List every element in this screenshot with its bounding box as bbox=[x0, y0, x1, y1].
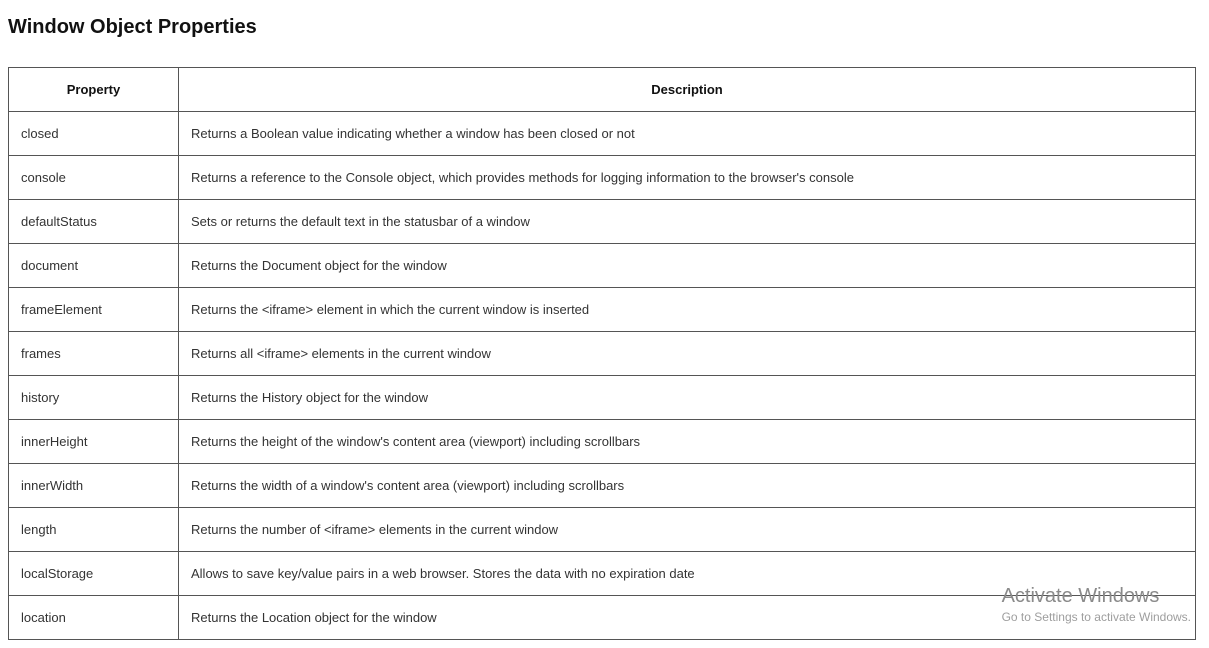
cell-property: closed bbox=[9, 112, 179, 156]
properties-table: Property Description closed Returns a Bo… bbox=[8, 67, 1196, 640]
table-row: frames Returns all <iframe> elements in … bbox=[9, 332, 1196, 376]
cell-property: innerWidth bbox=[9, 464, 179, 508]
table-row: closed Returns a Boolean value indicatin… bbox=[9, 112, 1196, 156]
col-header-description: Description bbox=[179, 68, 1196, 112]
cell-description: Returns all <iframe> elements in the cur… bbox=[179, 332, 1196, 376]
table-row: innerHeight Returns the height of the wi… bbox=[9, 420, 1196, 464]
table-row: frameElement Returns the <iframe> elemen… bbox=[9, 288, 1196, 332]
table-row: length Returns the number of <iframe> el… bbox=[9, 508, 1196, 552]
cell-property: frames bbox=[9, 332, 179, 376]
cell-description: Returns the Document object for the wind… bbox=[179, 244, 1196, 288]
cell-description: Sets or returns the default text in the … bbox=[179, 200, 1196, 244]
cell-property: console bbox=[9, 156, 179, 200]
table-row: document Returns the Document object for… bbox=[9, 244, 1196, 288]
table-header-row: Property Description bbox=[9, 68, 1196, 112]
table-row: console Returns a reference to the Conso… bbox=[9, 156, 1196, 200]
cell-property: localStorage bbox=[9, 552, 179, 596]
table-row: history Returns the History object for t… bbox=[9, 376, 1196, 420]
cell-description: Returns the History object for the windo… bbox=[179, 376, 1196, 420]
cell-description: Returns a reference to the Console objec… bbox=[179, 156, 1196, 200]
cell-description: Returns the <iframe> element in which th… bbox=[179, 288, 1196, 332]
cell-property: defaultStatus bbox=[9, 200, 179, 244]
cell-description: Allows to save key/value pairs in a web … bbox=[179, 552, 1196, 596]
cell-description: Returns the width of a window's content … bbox=[179, 464, 1196, 508]
cell-description: Returns the number of <iframe> elements … bbox=[179, 508, 1196, 552]
col-header-property: Property bbox=[9, 68, 179, 112]
table-row: localStorage Allows to save key/value pa… bbox=[9, 552, 1196, 596]
cell-property: history bbox=[9, 376, 179, 420]
cell-description: Returns a Boolean value indicating wheth… bbox=[179, 112, 1196, 156]
cell-property: document bbox=[9, 244, 179, 288]
page-title: Window Object Properties bbox=[8, 16, 1201, 39]
table-row: innerWidth Returns the width of a window… bbox=[9, 464, 1196, 508]
table-row: defaultStatus Sets or returns the defaul… bbox=[9, 200, 1196, 244]
cell-description: Returns the height of the window's conte… bbox=[179, 420, 1196, 464]
cell-property: length bbox=[9, 508, 179, 552]
cell-property: frameElement bbox=[9, 288, 179, 332]
cell-property: innerHeight bbox=[9, 420, 179, 464]
